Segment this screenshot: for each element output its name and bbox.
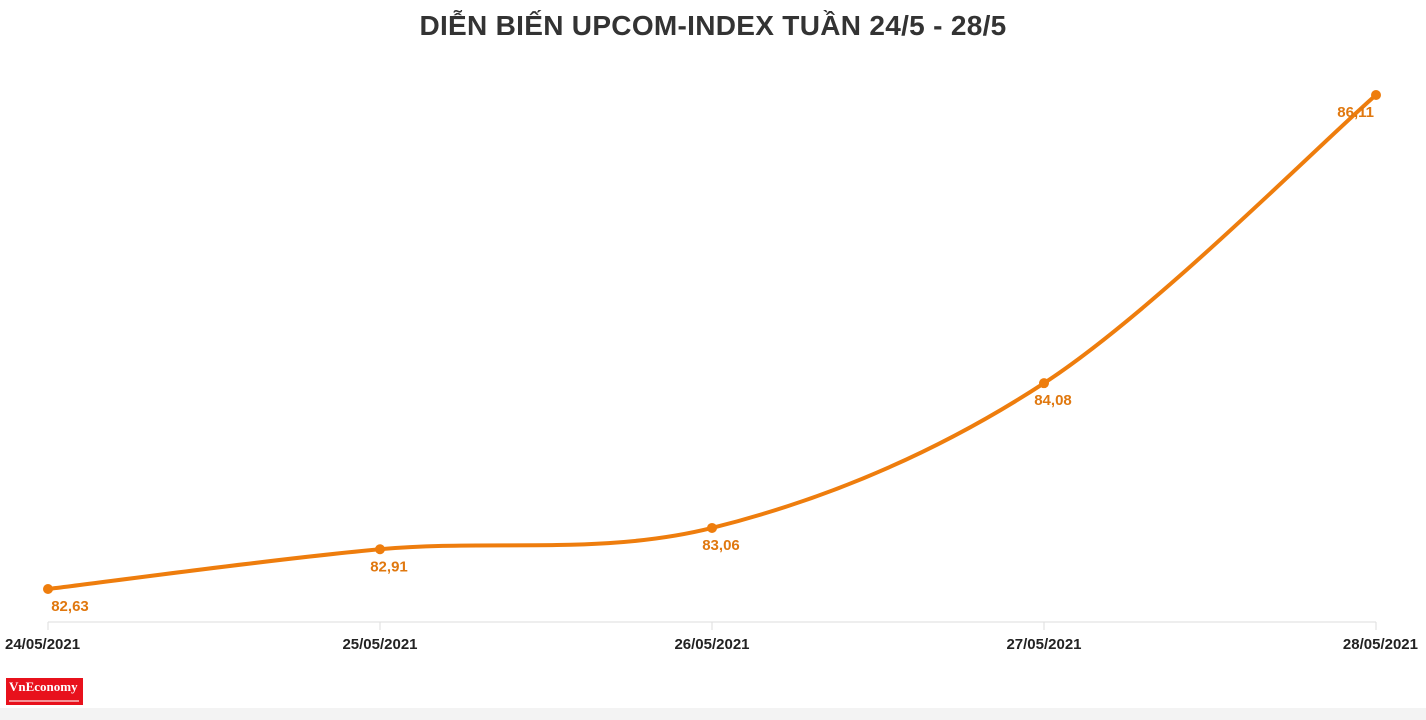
x-tick-label: 27/05/2021 (1006, 636, 1081, 653)
data-label: 83,06 (702, 537, 740, 554)
x-axis (47, 621, 1377, 630)
data-point (43, 584, 53, 594)
data-label: 86,11 (1337, 104, 1374, 121)
x-tick-label: 28/05/2021 (1343, 636, 1418, 653)
footer-bar (0, 708, 1426, 720)
data-label: 82,63 (51, 598, 89, 615)
data-labels: 82,63 82,91 83,06 84,08 86,11 (51, 104, 1374, 615)
chart-title: DIỄN BIẾN UPCOM-INDEX TUẦN 24/5 - 28/5 (419, 10, 1007, 41)
series-line-group (46, 93, 1378, 591)
x-tick-label: 24/05/2021 (5, 636, 80, 653)
x-tick-labels: 24/05/2021 25/05/2021 26/05/2021 27/05/2021… (5, 636, 1418, 653)
data-point (1039, 378, 1049, 389)
logo-text: VnEconomy (9, 679, 78, 694)
data-label: 84,08 (1034, 392, 1072, 409)
data-point (375, 544, 385, 555)
series-line (46, 93, 1378, 591)
data-point (707, 522, 717, 533)
data-points (43, 90, 1381, 594)
x-tick-label: 26/05/2021 (674, 636, 749, 653)
data-point (1371, 90, 1381, 100)
logo-tagline-decoration (9, 700, 79, 702)
data-label: 82,91 (370, 558, 408, 575)
vneconomy-logo: VnEconomy (6, 678, 83, 705)
x-tick-label: 25/05/2021 (342, 636, 417, 653)
